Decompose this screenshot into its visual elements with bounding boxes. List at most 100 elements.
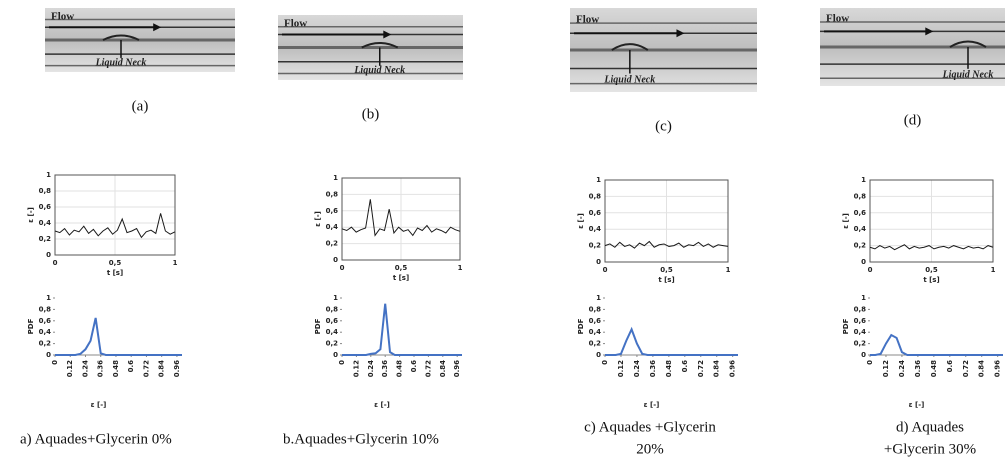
y-tick-label: 0,4 — [326, 328, 339, 336]
x-tick-label: 0.24 — [633, 360, 641, 377]
arrow-head — [153, 23, 162, 32]
x-tick-label: 0.48 — [396, 360, 404, 377]
y-tick-label: 0,8 — [39, 305, 52, 313]
y-tick-label: 0 — [333, 351, 338, 359]
y-tick-label: 0,8 — [326, 305, 339, 313]
data-line — [869, 244, 994, 251]
y-axis-label: ε [-] — [842, 213, 850, 229]
y-tick-label: 1 — [596, 176, 601, 184]
y-tick-label: 0,8 — [589, 192, 602, 200]
y-tick-label: 0 — [861, 351, 866, 359]
y-tick-label: 0,8 — [39, 187, 52, 195]
x-axis-label: ε [-] — [644, 401, 660, 409]
arrow-head — [925, 27, 934, 36]
y-tick-label: 0,4 — [589, 225, 602, 233]
y-tick-label: 0,2 — [589, 242, 602, 250]
x-tick-label: 0,5 — [660, 266, 673, 274]
y-tick-label: 0,4 — [854, 328, 867, 336]
y-tick-label: 0,2 — [39, 235, 52, 243]
plot-frame — [869, 179, 994, 263]
caption: d) Aquades — [896, 419, 964, 435]
y-tick-label: 0,6 — [589, 209, 602, 217]
y-tick-label: 0,6 — [39, 317, 52, 325]
x-tick-label: 0.96 — [994, 360, 1002, 377]
x-tick-label: 0.36 — [381, 360, 389, 377]
x-tick-label: 0.48 — [930, 360, 938, 377]
x-tick-label: 0.24 — [81, 360, 89, 377]
y-tick-label: 0 — [596, 351, 601, 359]
x-tick-label: 0.12 — [352, 360, 360, 377]
plot-frame — [604, 179, 729, 263]
x-tick-label: 0.72 — [424, 360, 432, 377]
y-axis-label: ε [-] — [314, 211, 322, 227]
y-axis-label: PDF — [577, 318, 585, 334]
y-tick-label: 0,8 — [854, 192, 867, 200]
y-axis-label: PDF — [314, 318, 322, 334]
arrow-head — [676, 29, 685, 38]
x-tick-label: 0.84 — [978, 360, 986, 377]
y-axis-label: PDF — [27, 318, 35, 334]
y-tick-label: 0,6 — [326, 317, 339, 325]
y-tick-label: 1 — [46, 294, 51, 302]
x-tick-label: 0.96 — [729, 360, 737, 377]
arrow-head — [383, 30, 392, 39]
y-tick-label: 0,2 — [326, 240, 339, 248]
x-tick-label: 0.84 — [439, 360, 447, 377]
liquid-neck — [102, 34, 140, 41]
x-tick-label: 0.96 — [173, 360, 181, 377]
photo-flow-label: Flow — [51, 10, 74, 22]
x-tick-label: 0.12 — [66, 360, 74, 377]
y-tick-label: 0 — [333, 256, 338, 264]
y-tick-label: 0,4 — [39, 219, 52, 227]
data-line — [341, 199, 461, 237]
x-axis-label: t [s] — [107, 269, 123, 277]
x-tick-label: 0.12 — [882, 360, 890, 377]
y-tick-label: 0,8 — [326, 190, 339, 198]
y-tick-label: 0,4 — [854, 225, 867, 233]
x-tick-label: 0.24 — [898, 360, 906, 377]
photo-flow-label: Flow — [576, 13, 599, 25]
x-tick-label: 0.84 — [158, 360, 166, 377]
y-tick-label: 1 — [46, 171, 51, 179]
photo-neck-label: Liquid Neck — [95, 57, 147, 68]
y-tick-label: 0,6 — [326, 207, 339, 215]
y-tick-label: 0,2 — [589, 340, 602, 348]
photo-label: (b) — [362, 106, 380, 122]
x-axis-label: ε [-] — [374, 401, 390, 409]
x-tick-label: 0 — [340, 264, 345, 272]
photo-label: (c) — [655, 118, 672, 134]
caption: 20% — [636, 441, 664, 457]
y-tick-label: 0,4 — [39, 328, 52, 336]
x-tick-label: 0.6 — [946, 360, 954, 373]
y-axis-label: PDF — [842, 318, 850, 334]
x-tick-label: 0.36 — [914, 360, 922, 377]
x-tick-label: 1 — [726, 266, 731, 274]
y-tick-label: 0,8 — [589, 305, 602, 313]
y-tick-label: 0,2 — [326, 340, 339, 348]
x-tick-label: 0.48 — [665, 360, 673, 377]
y-tick-label: 0,6 — [854, 317, 867, 325]
caption: c) Aquades +Glycerin — [584, 419, 716, 435]
x-axis-label: t [s] — [393, 274, 409, 282]
x-tick-label: 0.72 — [962, 360, 970, 377]
x-tick-label: 0.36 — [97, 360, 105, 377]
y-tick-label: 1 — [333, 174, 338, 182]
x-tick-label: 0 — [603, 266, 608, 274]
y-tick-label: 1 — [333, 294, 338, 302]
x-tick-label: 0 — [51, 360, 59, 365]
caption: b.Aquades+Glycerin 10% — [283, 431, 439, 447]
x-tick-label: 0.72 — [142, 360, 150, 377]
y-tick-label: 0,6 — [589, 317, 602, 325]
liquid-neck — [611, 43, 649, 51]
photo-label: (d) — [904, 112, 922, 128]
x-tick-label: 0 — [53, 259, 58, 267]
data-line — [342, 303, 462, 356]
x-tick-label: 0.6 — [681, 360, 689, 373]
x-tick-label: 0.36 — [649, 360, 657, 377]
x-tick-label: 0,5 — [109, 259, 122, 267]
y-tick-label: 0,6 — [854, 209, 867, 217]
y-tick-label: 0,8 — [854, 305, 867, 313]
y-tick-label: 0 — [46, 351, 51, 359]
data-line — [605, 326, 738, 356]
